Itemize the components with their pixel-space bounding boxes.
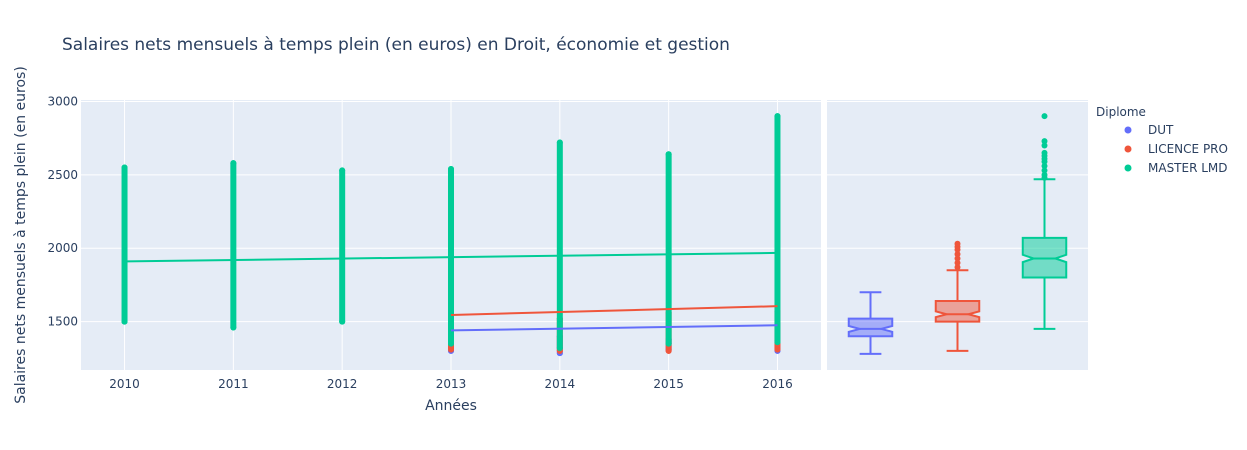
legend-label: DUT [1148, 123, 1174, 137]
x-tick-label: 2016 [762, 377, 793, 391]
box-plots [847, 113, 1068, 355]
x-tick-label: 2012 [327, 377, 358, 391]
point [665, 347, 672, 354]
y-tick-label: 3000 [47, 94, 78, 108]
x-axis-title: Années [425, 398, 477, 414]
point [230, 324, 237, 331]
point [448, 165, 454, 172]
box-body [847, 317, 894, 338]
box-master-lmd [1021, 113, 1068, 330]
point [774, 339, 781, 346]
outlier-point [954, 240, 961, 247]
legend-label: MASTER LMD [1148, 161, 1228, 175]
y-axis-title: Salaires nets mensuels à temps plein (en… [13, 66, 29, 404]
outlier-point [1041, 163, 1048, 170]
series-master-lmd [121, 113, 781, 351]
trendline [450, 305, 778, 316]
x-tick-label: 2013 [436, 377, 467, 391]
outlier-point [1041, 138, 1048, 145]
legend: Diplome DUT LICENCE PRO MASTER LMD [1096, 105, 1228, 175]
outlier-point [954, 251, 961, 258]
outlier-point [1041, 142, 1048, 149]
box-body [934, 300, 981, 323]
legend-title: Diplome [1096, 105, 1146, 119]
legend-item-master-lmd: MASTER LMD [1124, 161, 1228, 175]
trendline [450, 324, 778, 332]
point [556, 139, 563, 146]
legend-item-dut: DUT [1124, 123, 1174, 137]
legend-marker [1124, 145, 1132, 153]
point [665, 151, 672, 158]
outlier-point [1041, 167, 1048, 174]
x-tick-label: 2011 [218, 377, 249, 391]
point [556, 344, 563, 351]
x-tick-label: 2010 [109, 377, 140, 391]
x-tick-label: 2014 [545, 377, 576, 391]
outlier-point [954, 264, 961, 271]
point [665, 340, 672, 347]
point [339, 318, 346, 325]
point [230, 160, 237, 167]
point [774, 346, 781, 353]
point [121, 164, 128, 171]
point [774, 113, 781, 120]
legend-marker [1124, 164, 1132, 172]
x-axis-ticks: 2010 2011 2012 2013 2014 2015 2016 [109, 377, 792, 391]
y-tick-label: 1500 [47, 315, 78, 329]
outlier-point [1041, 113, 1048, 120]
y-axis-ticks: 1500 2000 2500 3000 [47, 94, 78, 328]
chart-title: Salaires nets mensuels à temps plein (en… [62, 35, 730, 55]
outlier-point [1041, 171, 1048, 178]
outlier-point [1041, 149, 1048, 156]
data-marks [121, 113, 781, 357]
box-licence-pro [934, 240, 981, 352]
point [121, 318, 128, 325]
box-dut [847, 291, 894, 355]
point [339, 167, 346, 174]
y-tick-label: 2000 [47, 241, 78, 255]
x-tick-label: 2015 [653, 377, 684, 391]
outlier-point [954, 259, 961, 266]
trendline [124, 251, 778, 263]
outlier-point [954, 255, 961, 262]
y-tick-label: 2500 [47, 168, 78, 182]
legend-marker [1124, 126, 1132, 134]
point [448, 346, 454, 353]
point [448, 340, 454, 347]
legend-label: LICENCE PRO [1148, 142, 1228, 156]
legend-item-licence-pro: LICENCE PRO [1124, 142, 1228, 156]
